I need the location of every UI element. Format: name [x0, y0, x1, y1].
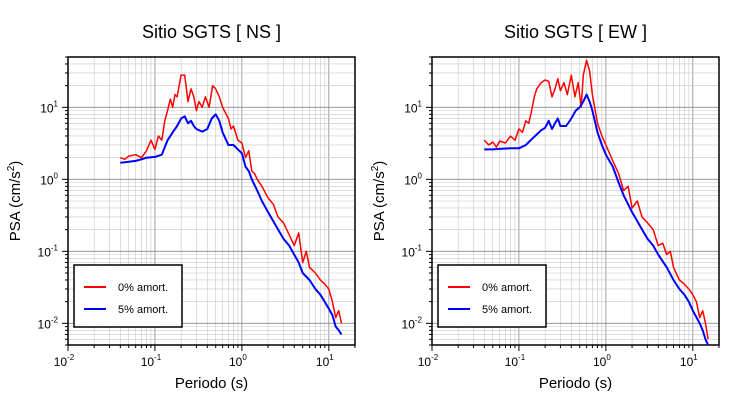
y-tick-label-exp: 0: [54, 171, 59, 180]
y-axis-label-text: PSA (cm/s: [7, 171, 24, 241]
y-tick-label-base: 10: [40, 173, 54, 187]
x-tick-label-base: 10: [229, 355, 243, 369]
x-tick-label-exp: 0: [242, 353, 247, 362]
y-tick-label-base: 10: [40, 101, 54, 115]
x-axis-label: Periodo (s): [175, 375, 248, 392]
y-tick-label-base: 10: [404, 101, 418, 115]
y-tick-label: 10-2: [38, 315, 59, 331]
x-tick-label: 10-2: [54, 353, 75, 369]
axis-ticks: [62, 56, 356, 351]
y-tick-label: 10-1: [38, 243, 59, 259]
x-tick-label-exp: -1: [518, 353, 526, 362]
x-tick-label-exp: 1: [329, 353, 334, 362]
y-tick-label-base: 10: [38, 317, 52, 331]
x-tick-label: 101: [316, 353, 334, 369]
legend: 0% amort. 5% amort.: [437, 264, 547, 328]
y-tick-label: 101: [404, 99, 422, 115]
legend-box: [73, 264, 183, 328]
x-axis-label-text: Periodo (s): [175, 375, 248, 392]
x-axis-label: Periodo (s): [539, 375, 612, 392]
plot-frame: [67, 56, 356, 346]
y-tick-label: 101: [40, 99, 58, 115]
x-tick-label: 100: [593, 353, 611, 369]
y-tick-label: 10-1: [402, 243, 423, 259]
chart-title: Sitio SGTS [ NS ]: [142, 22, 281, 42]
y-axis-label: PSA (cm/s2): [370, 161, 388, 242]
x-tick-label-base: 10: [418, 355, 432, 369]
legend-label: 0% amort.: [482, 282, 532, 294]
y-tick-label: 100: [40, 171, 58, 187]
legend-label-text: 5% amort.: [118, 304, 168, 316]
chart-title-text: Sitio SGTS [ EW ]: [504, 22, 647, 42]
y-tick-label-exp: -2: [415, 315, 423, 324]
y-tick-label: 100: [404, 171, 422, 187]
plot-frame: [431, 56, 720, 346]
legend: 0% amort. 5% amort.: [73, 264, 183, 328]
y-tick-label-exp: 1: [418, 99, 423, 108]
x-tick-label-base: 10: [54, 355, 68, 369]
legend-label: 5% amort.: [482, 304, 532, 316]
legend-label: 5% amort.: [118, 304, 168, 316]
x-tick-label: 10-2: [418, 353, 439, 369]
x-tick-label-base: 10: [141, 355, 155, 369]
y-tick-label-exp: -1: [51, 243, 59, 252]
y-axis-label-tail: ): [371, 161, 388, 166]
y-tick-label-base: 10: [402, 245, 416, 259]
y-axis-label-sup: 2: [370, 165, 381, 171]
x-tick-label-base: 10: [680, 355, 694, 369]
x-tick-label-exp: -2: [431, 353, 439, 362]
y-tick-label-base: 10: [404, 173, 418, 187]
x-tick-label-exp: 1: [693, 353, 698, 362]
y-axis-label-sup: 2: [6, 165, 17, 171]
y-axis-label-tail: ): [7, 161, 24, 166]
x-tick-label: 10-1: [505, 353, 526, 369]
legend-label-text: 5% amort.: [482, 304, 532, 316]
x-tick-label-exp: 0: [606, 353, 611, 362]
y-tick-label-exp: -2: [51, 315, 59, 324]
y-tick-label-exp: 1: [54, 99, 59, 108]
y-tick-label: 10-2: [402, 315, 423, 331]
x-tick-label-base: 10: [593, 355, 607, 369]
x-tick-label-base: 10: [505, 355, 519, 369]
legend-label-text: 0% amort.: [118, 282, 168, 294]
series-line-1: [484, 93, 710, 346]
y-axis-label: PSA (cm/s2): [6, 161, 24, 242]
y-tick-label-base: 10: [402, 317, 416, 331]
chart-title: Sitio SGTS [ EW ]: [504, 22, 647, 42]
legend-label-text: 0% amort.: [482, 282, 532, 294]
legend-box: [437, 264, 547, 328]
y-tick-label-base: 10: [38, 245, 52, 259]
series-line-0: [120, 74, 343, 324]
series-line-1: [120, 113, 343, 336]
chart-title-text: Sitio SGTS [ NS ]: [142, 22, 281, 42]
y-tick-label-exp: -1: [415, 243, 423, 252]
x-tick-label-exp: -1: [154, 353, 162, 362]
x-tick-label-exp: -2: [67, 353, 75, 362]
series-line-0: [483, 59, 709, 340]
y-tick-label-exp: 0: [418, 171, 423, 180]
x-tick-label-base: 10: [316, 355, 330, 369]
y-axis-label-text: PSA (cm/s: [371, 171, 388, 241]
x-tick-label: 10-1: [141, 353, 162, 369]
x-axis-label-text: Periodo (s): [539, 375, 612, 392]
x-tick-label: 100: [229, 353, 247, 369]
legend-label: 0% amort.: [118, 282, 168, 294]
x-tick-label: 101: [680, 353, 698, 369]
grid: [67, 56, 356, 346]
